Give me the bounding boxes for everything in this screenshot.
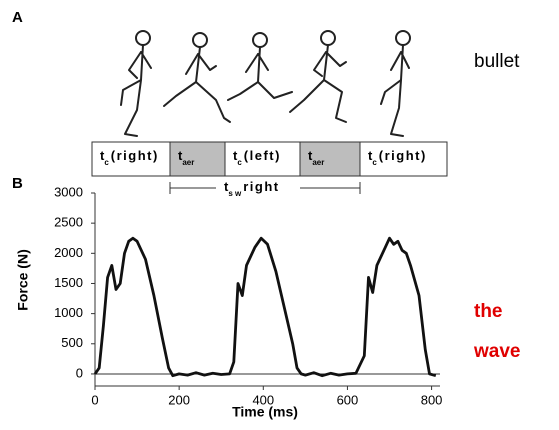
phase-label: taer [178,148,194,167]
side-note: bullet [474,51,520,72]
label-main: t [233,148,238,163]
label-sub: c [372,158,377,167]
label-main: t [100,148,105,163]
x-axis-label: Time (ms) [232,404,298,420]
x-tick-label: 0 [91,392,98,407]
label-suffix: (right) [379,148,427,163]
phase-segment [91,141,171,177]
runner-illustrations [120,30,411,137]
phase-segment [359,141,448,177]
y-tick-label: 2000 [54,245,83,260]
label-main: t [368,148,373,163]
label-sub: c [104,158,109,167]
y-tick-label: 2500 [54,215,83,230]
y-axis-label: Force (N) [15,249,31,310]
label-sub: s w [228,189,242,198]
phase-segment [169,141,226,177]
y-tick-label: 1000 [54,305,83,320]
phase-label: taer [308,148,324,167]
label-suffix: (right) [111,148,159,163]
phase-bar [91,141,448,177]
panel-label: B [12,175,23,192]
force-line [93,236,437,378]
panel-label: A [12,9,23,26]
y-tick-label: 3000 [54,184,83,199]
y-tick-label: 0 [76,365,83,380]
y-tick-label: 500 [61,335,83,350]
phase-label: tc (left) [233,148,281,167]
swing-label: ts w right [224,179,280,198]
x-tick-label: 200 [168,392,190,407]
y-tick-label: 1500 [54,275,83,290]
side-note: the [474,301,503,322]
label-sub: aer [182,158,194,167]
phase-segment [224,141,301,177]
label-main: t [224,179,229,194]
label-main: t [308,148,313,163]
x-tick-label: 600 [337,392,359,407]
phase-label: tc (right) [368,148,427,167]
side-note: wave [473,341,520,362]
swing-bracket [169,182,361,194]
label-sub: c [237,158,242,167]
x-tick-label: 400 [252,392,274,407]
label-suffix: (left) [244,148,281,163]
phase-label: tc (right) [100,148,159,167]
label-main: t [178,148,183,163]
label-suffix: right [243,179,279,194]
label-sub: aer [312,158,324,167]
x-tick-label: 800 [421,392,443,407]
